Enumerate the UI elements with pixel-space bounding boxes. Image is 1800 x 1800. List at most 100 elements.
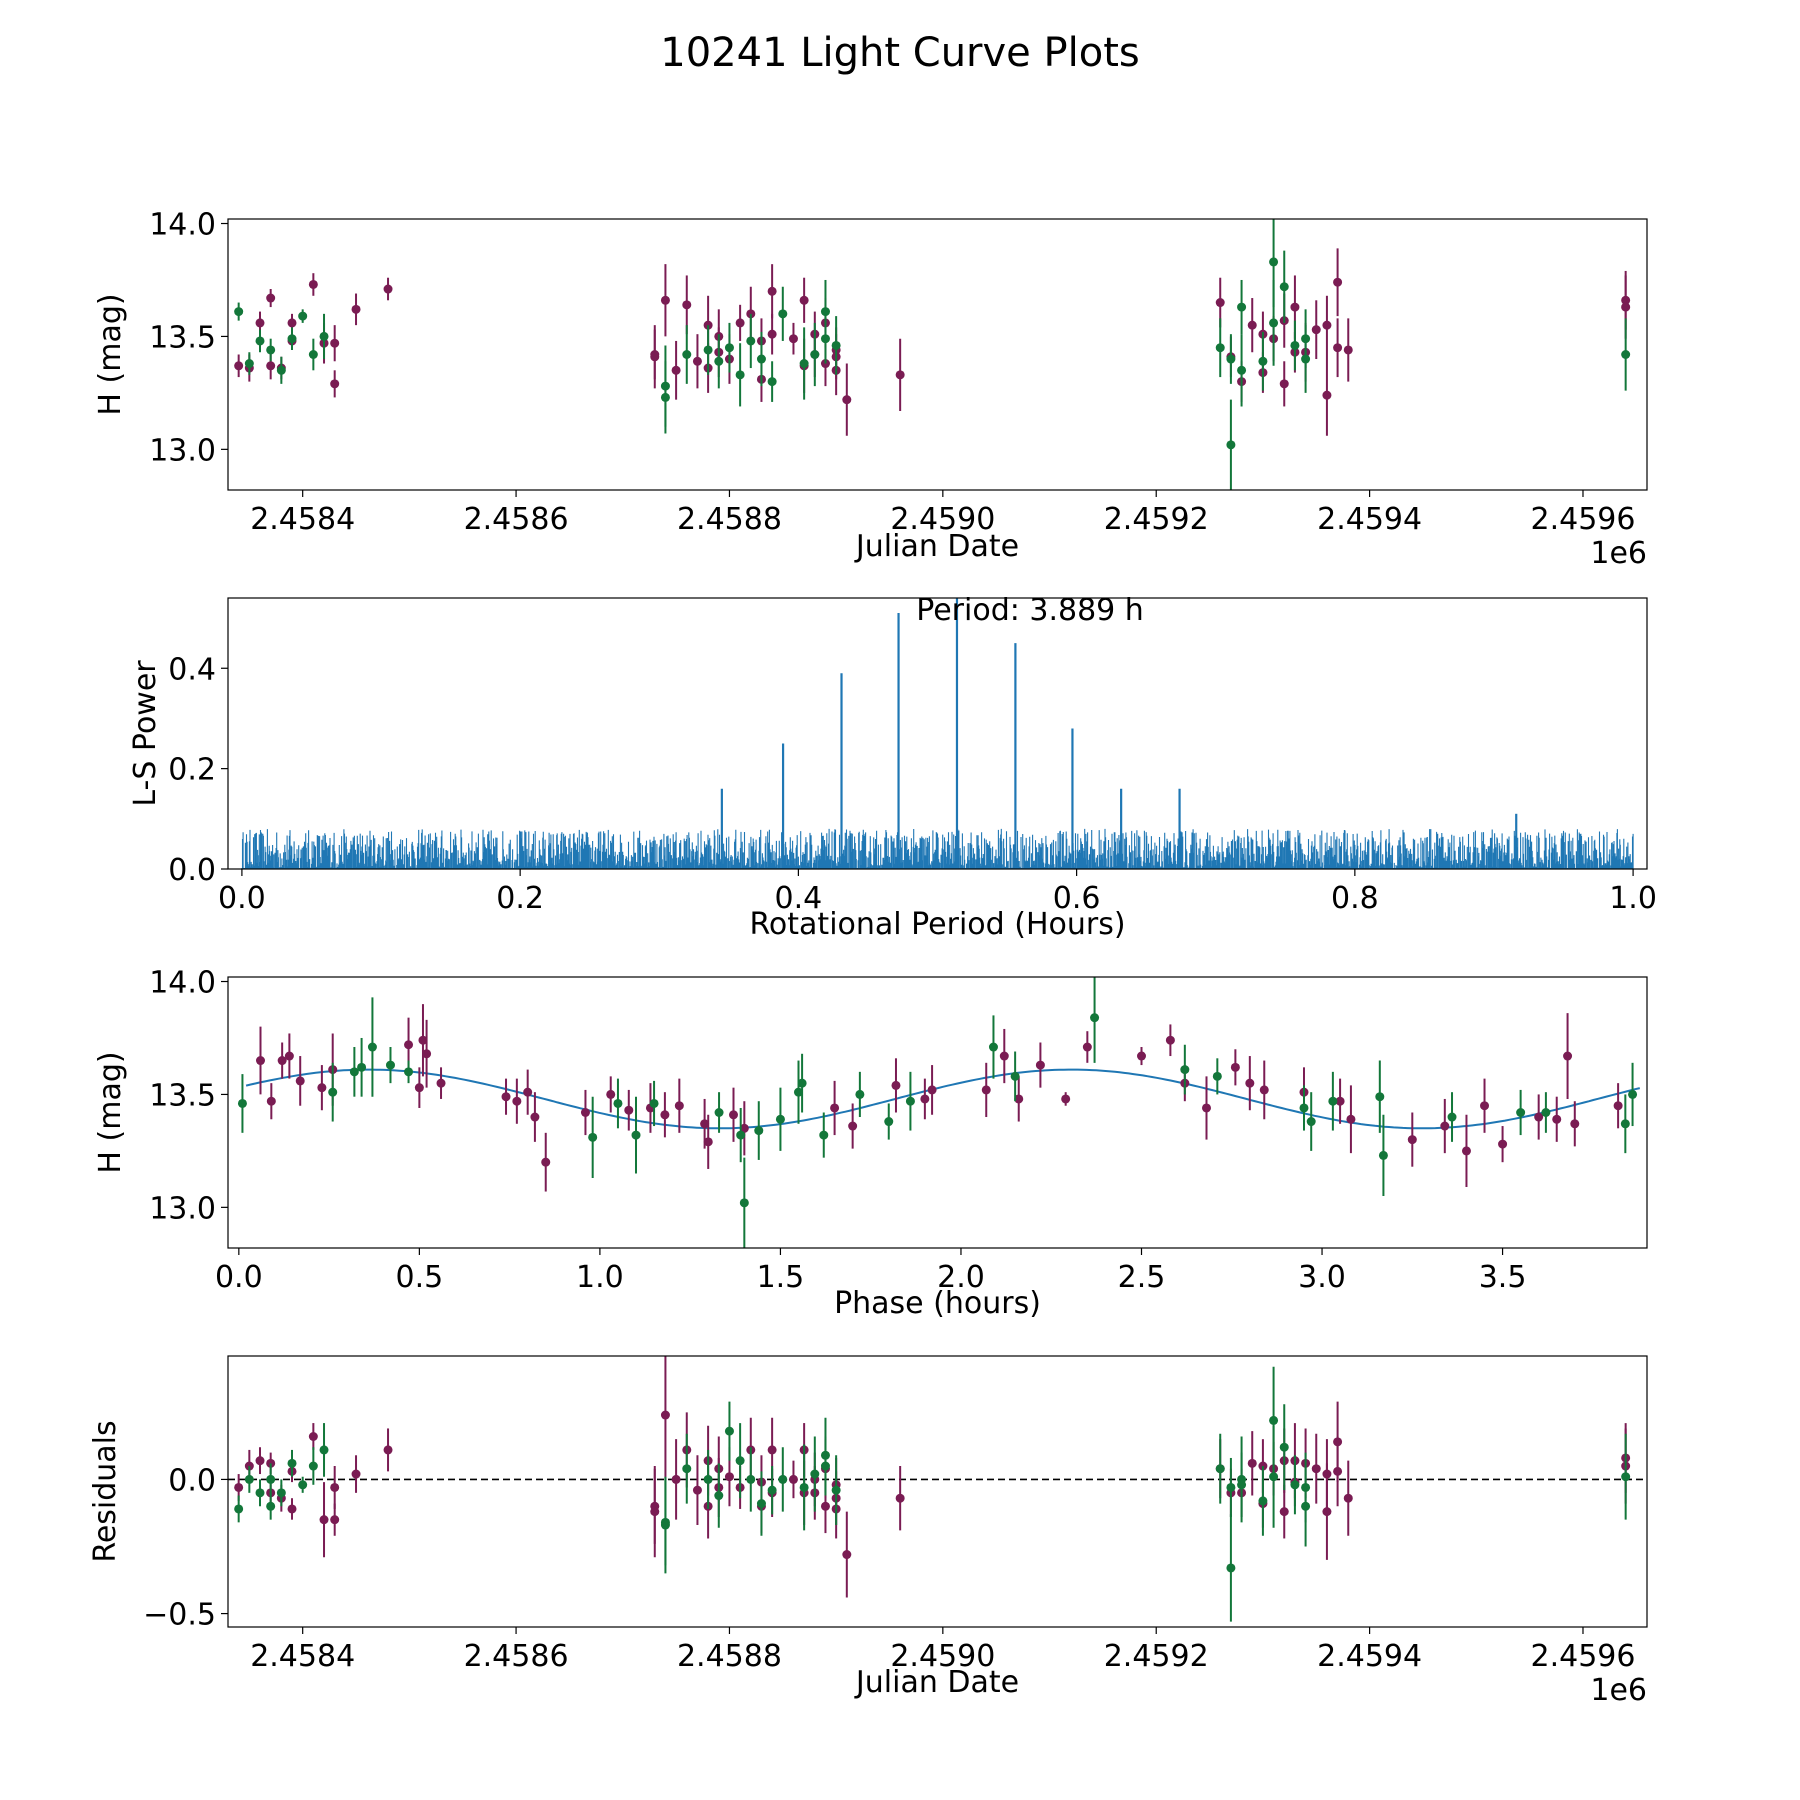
data-point — [308, 279, 318, 289]
plot-area — [228, 1356, 1647, 1622]
data-point — [799, 295, 809, 305]
y-tick-label: −0.5 — [143, 1598, 216, 1633]
data-point — [1343, 1493, 1353, 1503]
data-point — [855, 1089, 865, 1099]
data-point — [351, 304, 361, 314]
data-point — [234, 361, 244, 371]
data-point — [1552, 1114, 1562, 1124]
data-point — [820, 1461, 830, 1471]
data-point — [831, 1485, 841, 1495]
data-point — [287, 1504, 297, 1514]
data-point — [756, 1499, 766, 1509]
y-tick-label: 0.4 — [168, 652, 216, 687]
axes-frame — [227, 1355, 1648, 1628]
data-point — [580, 1108, 590, 1117]
data-point — [756, 354, 766, 364]
data-point — [1180, 1065, 1190, 1075]
data-point — [418, 1035, 428, 1045]
data-point — [736, 1130, 746, 1140]
data-point — [422, 1049, 432, 1059]
data-point — [287, 1458, 297, 1468]
data-point — [606, 1089, 616, 1099]
data-point — [1237, 365, 1247, 375]
data-point — [1570, 1119, 1580, 1129]
data-point — [724, 1426, 734, 1436]
axes-frame — [227, 218, 1648, 491]
data-point — [778, 1474, 788, 1484]
data-point — [895, 370, 905, 380]
data-point — [234, 1504, 244, 1514]
data-point — [1259, 1085, 1269, 1095]
data-point — [287, 334, 297, 344]
axes-frame — [227, 976, 1648, 1249]
data-point — [266, 1474, 276, 1484]
data-point — [1137, 1051, 1147, 1061]
data-point — [1333, 343, 1343, 353]
data-point — [1440, 1121, 1450, 1131]
data-point — [1322, 320, 1332, 330]
data-point — [927, 1085, 937, 1095]
data-point — [650, 352, 660, 362]
data-point — [255, 1488, 265, 1498]
y-tick-label: 13.0 — [149, 1191, 216, 1226]
data-point — [1061, 1094, 1071, 1104]
data-point — [1621, 302, 1631, 312]
x-tick-label: 2.4594 — [1317, 1639, 1422, 1674]
data-point — [1461, 1146, 1471, 1156]
data-point — [631, 1130, 641, 1140]
data-point — [255, 1056, 265, 1066]
data-point — [330, 1482, 340, 1492]
data-point — [330, 379, 340, 389]
x-tick-label: 3.0 — [1298, 1260, 1346, 1295]
data-point — [287, 318, 297, 328]
data-point — [1322, 1469, 1332, 1479]
x-tick-label: 2.4590 — [890, 1639, 995, 1674]
y-tick-label: 13.5 — [149, 320, 216, 355]
data-point — [1333, 277, 1343, 287]
data-point — [317, 1083, 327, 1093]
data-point — [1215, 298, 1225, 308]
x-tick-label: 2.4592 — [1104, 502, 1209, 537]
data-point — [1090, 1013, 1100, 1023]
x-axis-label: Julian Date — [854, 529, 1019, 564]
data-point — [1301, 1482, 1311, 1492]
data-point — [1215, 1464, 1225, 1474]
data-point — [1375, 1092, 1385, 1102]
data-point — [1279, 282, 1289, 292]
data-point — [1290, 302, 1300, 312]
data-point — [255, 336, 265, 346]
data-point — [746, 1474, 756, 1484]
data-point — [700, 1119, 710, 1129]
data-point — [330, 1515, 340, 1525]
data-point — [308, 350, 318, 359]
data-point — [674, 1101, 684, 1111]
data-point — [501, 1092, 511, 1102]
data-point — [234, 307, 244, 317]
data-point — [1279, 1507, 1289, 1517]
data-point — [319, 1445, 329, 1455]
x-tick-label: 2.4596 — [1530, 1639, 1635, 1674]
data-point — [319, 1515, 329, 1525]
x-axis-label: Rotational Period (Hours) — [749, 907, 1125, 942]
data-point — [703, 345, 713, 355]
data-point — [349, 1067, 359, 1077]
data-point — [284, 1051, 294, 1061]
data-point — [682, 350, 692, 359]
data-point — [1230, 1062, 1240, 1072]
data-point — [660, 1517, 670, 1527]
data-point — [788, 1474, 798, 1484]
x-tick-label: 2.4588 — [677, 502, 782, 537]
data-point — [624, 1105, 634, 1115]
data-point — [1311, 325, 1321, 335]
data-point — [1328, 1096, 1338, 1106]
data-point — [831, 340, 841, 350]
x-tick-label: 2.4590 — [890, 502, 995, 537]
data-point — [276, 1488, 286, 1498]
data-point — [988, 1042, 998, 1052]
data-point — [767, 1485, 777, 1495]
data-point — [266, 1096, 276, 1106]
data-point — [714, 1108, 724, 1117]
x-tick-label: 0.4 — [775, 881, 823, 916]
data-point — [778, 309, 788, 319]
